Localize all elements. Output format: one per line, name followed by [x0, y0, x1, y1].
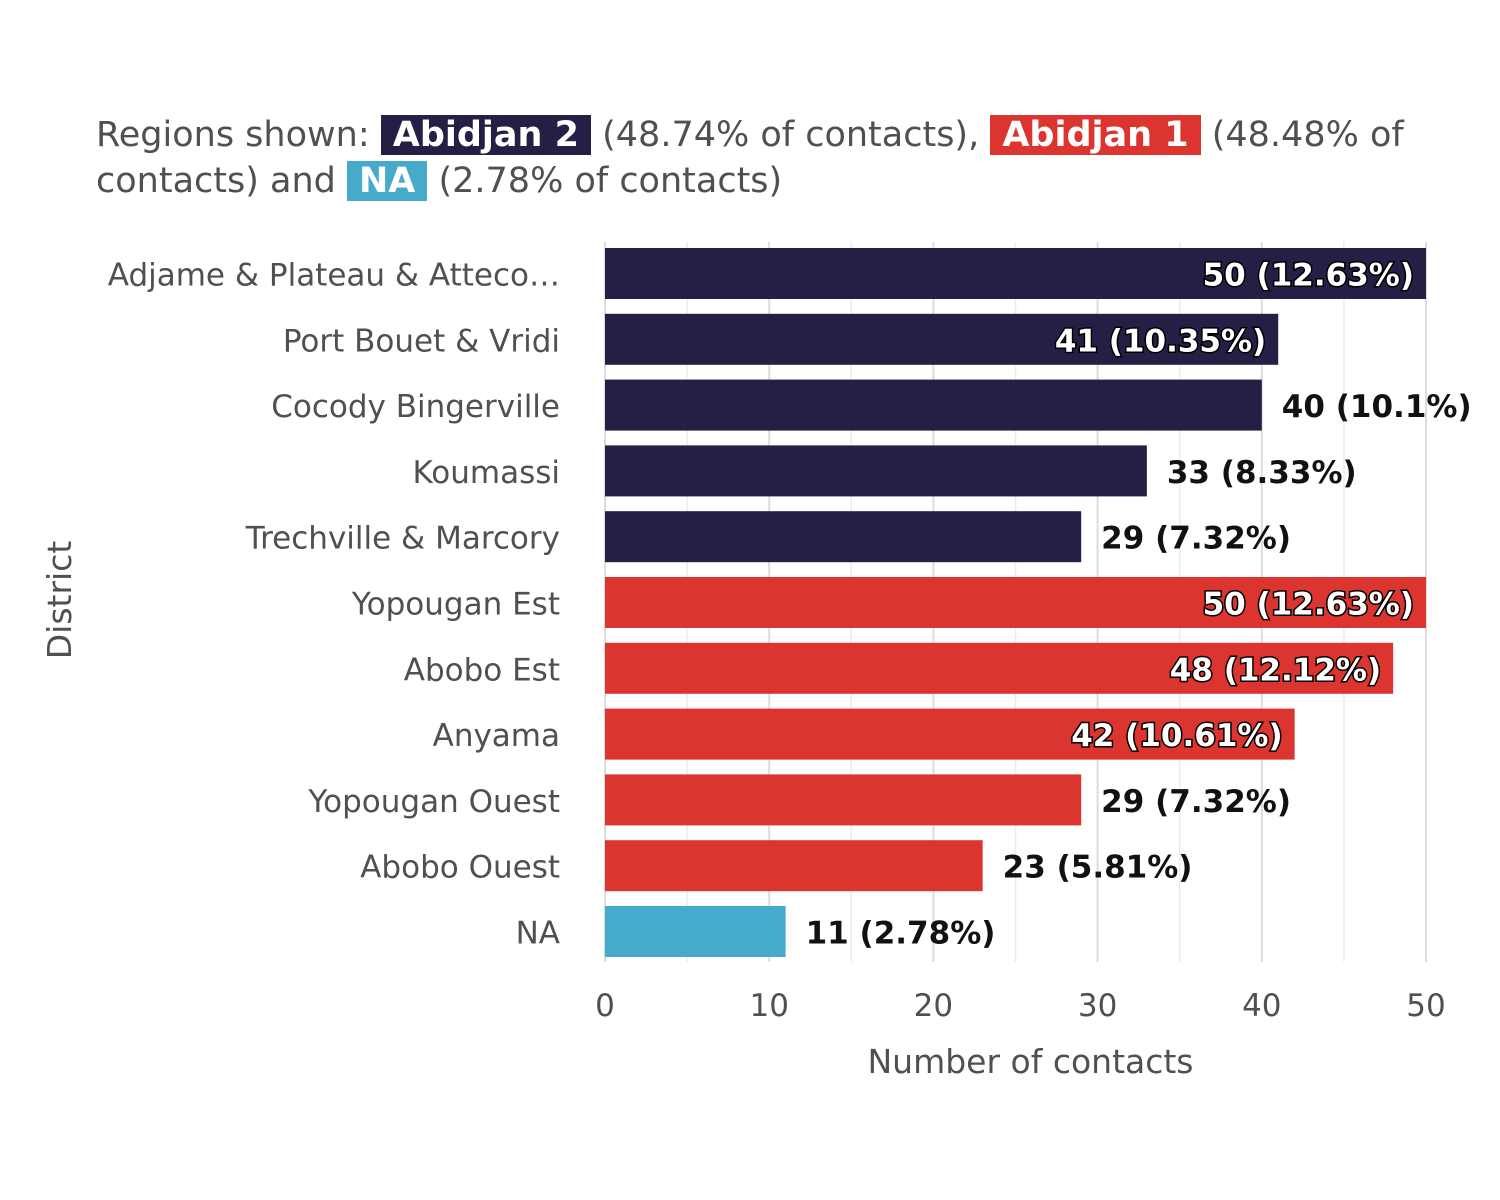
bar	[605, 445, 1147, 497]
category-label: Abobo Ouest	[360, 850, 560, 886]
category-label: Adjame & Plateau & Atteco…	[108, 258, 560, 294]
category-label: Trechville & Marcory	[245, 521, 560, 557]
x-tick-label: 50	[1406, 988, 1445, 1024]
x-tick-label: 30	[1078, 988, 1117, 1024]
category-label: NA	[516, 916, 560, 952]
x-tick-label: 40	[1242, 988, 1281, 1024]
chart-subtitle: Regions shown: Abidjan 2 (48.74% of cont…	[96, 112, 1426, 204]
bar	[605, 248, 1426, 299]
bar	[605, 577, 1426, 628]
region-badge: NA	[346, 161, 428, 201]
y-axis-title: District	[40, 541, 79, 660]
bar	[605, 906, 786, 957]
category-label: Anyama	[433, 718, 560, 754]
data-label: 29 (7.32%)	[1101, 521, 1291, 557]
region-badge: Abidjan 2	[380, 115, 591, 155]
region-share: (2.78% of contacts)	[427, 161, 783, 201]
data-label: 41 (10.35%)	[1055, 323, 1266, 359]
region-share: (48.74% of contacts),	[591, 115, 991, 155]
bar	[605, 708, 1295, 760]
data-label: 40 (10.1%)	[1282, 389, 1472, 425]
bar	[605, 313, 1279, 365]
data-label: 42 (10.61%)	[1071, 718, 1282, 754]
bar	[605, 511, 1082, 563]
x-axis-title: Number of contacts	[867, 1042, 1193, 1081]
bar	[605, 774, 1082, 826]
bar	[605, 642, 1394, 694]
x-tick-label: 10	[749, 988, 788, 1024]
category-label: Abobo Est	[404, 652, 560, 688]
category-label: Port Bouet & Vridi	[283, 323, 560, 359]
data-label: 29 (7.32%)	[1101, 784, 1291, 820]
category-label: Koumassi	[412, 455, 560, 491]
x-tick-label: 0	[595, 988, 615, 1024]
region-share: (48.48% of contacts) and	[96, 115, 1404, 201]
x-tick-label: 20	[914, 988, 953, 1024]
category-label: Yopougan Est	[351, 587, 560, 623]
data-label: 33 (8.33%)	[1167, 455, 1357, 491]
category-label: Yopougan Ouest	[307, 784, 560, 820]
category-label: Cocody Bingerville	[271, 389, 560, 425]
data-label: 23 (5.81%)	[1003, 850, 1193, 886]
data-label: 48 (12.12%)	[1170, 652, 1381, 688]
subtitle-prefix: Regions shown:	[96, 115, 381, 155]
data-label: 50 (12.63%)	[1203, 587, 1414, 623]
data-label: 11 (2.78%)	[806, 916, 996, 952]
region-badge: Abidjan 1	[990, 115, 1201, 155]
bar	[605, 379, 1262, 431]
bar	[605, 840, 983, 892]
data-label: 50 (12.63%)	[1203, 258, 1414, 294]
